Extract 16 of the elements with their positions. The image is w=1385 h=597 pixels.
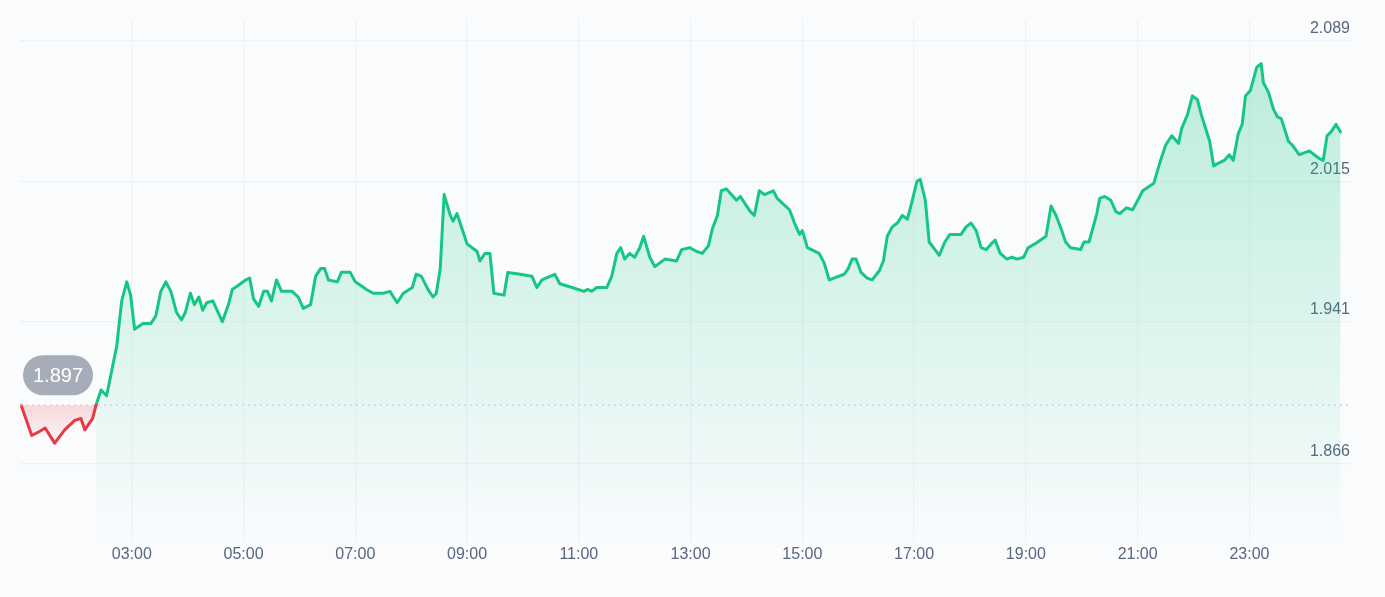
x-tick-label: 07:00 [335, 544, 376, 562]
y-tick-label: 1.866 [1309, 442, 1351, 460]
x-tick-label: 15:00 [782, 544, 823, 562]
x-tick-label: 19:00 [1005, 544, 1046, 562]
x-tick-label: 13:00 [670, 544, 711, 562]
x-tick-label: 09:00 [447, 544, 488, 562]
x-tick-label: 23:00 [1229, 544, 1270, 562]
x-tick-label: 17:00 [894, 544, 935, 562]
y-tick-label: 1.941 [1309, 300, 1351, 318]
x-tick-label: 05:00 [223, 544, 264, 562]
x-tick-label: 11:00 [559, 544, 599, 562]
ref-line-label: 1.897 [32, 363, 84, 386]
y-tick-label: 2.089 [1309, 19, 1351, 37]
x-tick-label: 03:00 [111, 544, 152, 562]
y-tick-label: 2.015 [1309, 159, 1351, 177]
x-tick-label: 21:00 [1117, 544, 1158, 562]
